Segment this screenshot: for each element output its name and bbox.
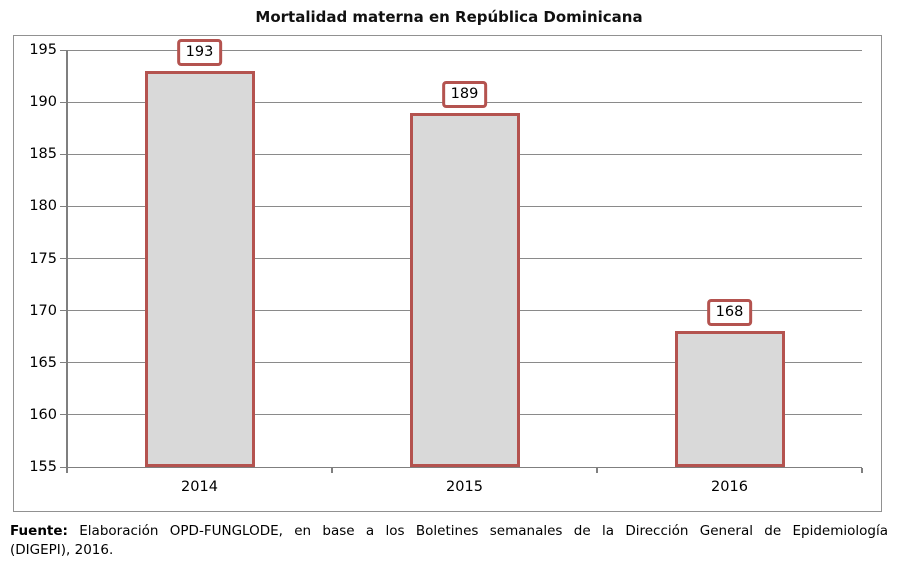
- y-axis-label: 160: [29, 406, 57, 423]
- source-note: Fuente: Elaboración OPD-FUNGLODE, en bas…: [10, 522, 888, 560]
- bar-value-label: 189: [441, 80, 488, 108]
- source-note-line2: (DIGEPI), 2016.: [10, 542, 114, 558]
- y-axis-label: 165: [29, 354, 57, 371]
- gridline: [67, 49, 862, 51]
- y-axis-tick: [60, 466, 66, 468]
- source-text: Elaboración OPD-FUNGLODE, en base a los …: [79, 523, 888, 539]
- x-axis-label: 2014: [181, 479, 218, 495]
- source-label: Fuente:: [10, 523, 68, 539]
- bar: [409, 112, 520, 467]
- y-axis-label: 175: [29, 250, 57, 267]
- y-axis-label: 195: [29, 42, 57, 58]
- bar-value-label: 193: [176, 38, 223, 66]
- y-axis-label: 155: [29, 459, 57, 475]
- x-axis-tick: [596, 468, 598, 473]
- x-axis-label: 2015: [446, 479, 483, 495]
- source-note-line1: Fuente: Elaboración OPD-FUNGLODE, en bas…: [10, 522, 888, 541]
- y-axis-tick: [60, 205, 66, 207]
- x-axis-label: 2016: [711, 479, 748, 495]
- y-axis-label: 170: [29, 302, 57, 319]
- bar-value-label: 168: [706, 299, 753, 327]
- bar: [674, 331, 785, 467]
- x-axis-line: [67, 466, 862, 468]
- y-axis-label: 190: [29, 94, 57, 111]
- chart-title: Mortalidad materna en República Dominica…: [255, 8, 643, 26]
- x-axis-tick: [331, 468, 333, 473]
- chart-frame: 155 160 165 170 175 180 185 190 195 193 2014 189 201…: [13, 35, 882, 512]
- y-axis-tick: [60, 153, 66, 155]
- x-axis-tick: [861, 468, 863, 473]
- plot-area: 155 160 165 170 175 180 185 190 195 193 2014 189 201…: [29, 38, 863, 495]
- y-axis-label: 185: [29, 146, 57, 163]
- bar: [144, 70, 255, 467]
- y-axis-tick: [60, 101, 66, 103]
- y-axis-tick: [60, 49, 66, 51]
- y-axis-tick: [60, 414, 66, 416]
- y-axis-tick: [60, 310, 66, 312]
- y-axis-line: [66, 50, 68, 472]
- y-axis-tick: [60, 258, 66, 259]
- y-axis-tick: [60, 362, 66, 364]
- y-axis-label: 180: [29, 198, 57, 215]
